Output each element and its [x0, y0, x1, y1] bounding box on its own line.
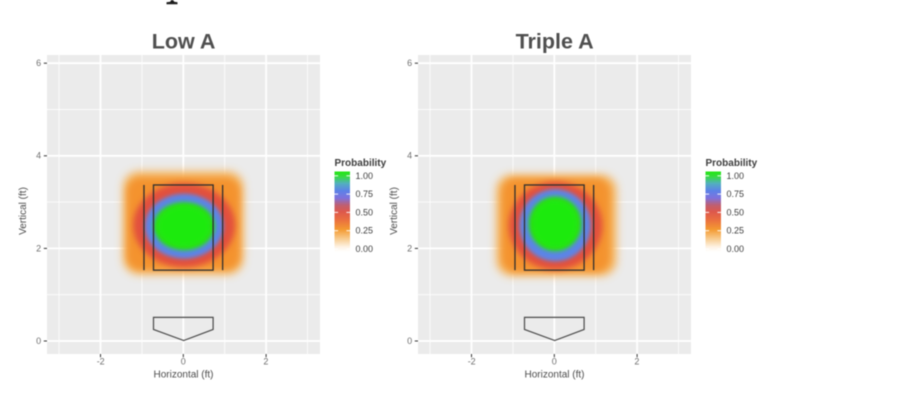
- plot-panel: [414, 55, 691, 358]
- y-axis-title: Vertical (ft): [18, 187, 29, 235]
- x-tick-label: 0: [181, 357, 186, 367]
- y-axis-title: Vertical (ft): [389, 187, 400, 235]
- x-axis-title: Horizontal (ft): [524, 370, 584, 381]
- legend-colorbar: [334, 171, 350, 252]
- chart-low-a: Low A 6 4 2 0 -2 0 2 Horizontal (ft) Ver…: [18, 29, 387, 381]
- axis-ticks: [43, 62, 267, 358]
- x-tick-label: -2: [97, 357, 105, 367]
- probability-heatmap: [496, 174, 617, 276]
- y-tick-label: 0: [407, 336, 412, 346]
- home-plate: [152, 316, 214, 342]
- home-plate: [523, 316, 585, 342]
- x-tick-label: 2: [634, 357, 639, 367]
- legend-ticks: [334, 175, 350, 250]
- y-tick-label: 4: [407, 151, 412, 161]
- legend-label: 1.00: [727, 171, 745, 181]
- probability-band: [533, 200, 578, 248]
- legend-label: 0.75: [727, 189, 745, 199]
- legend-title: Probability: [706, 158, 758, 169]
- y-tick-label: 0: [36, 336, 41, 346]
- legend-label: 0.50: [356, 207, 374, 217]
- legend-label: 0.00: [356, 244, 374, 254]
- legend-ticks: [705, 175, 721, 250]
- strike-zone-rect: [523, 184, 585, 271]
- plot-panel: [43, 55, 320, 358]
- legend-label: 0.75: [356, 189, 374, 199]
- x-tick-label: 2: [263, 357, 268, 367]
- legend-label: 0.50: [727, 207, 745, 217]
- probability-band: [158, 206, 210, 247]
- cropped-text-fragment: [166, 0, 178, 5]
- axis-ticks: [414, 62, 638, 358]
- legend-label: 0.25: [727, 226, 745, 236]
- chart-triple-a: Triple A 6 4 2 0 -2 0 2 Horizontal (ft) …: [389, 29, 758, 381]
- strike-zone: [514, 184, 595, 271]
- legend-title: Probability: [335, 158, 387, 169]
- probability-heatmap: [123, 171, 244, 275]
- y-tick-label: 2: [36, 243, 41, 253]
- y-tick-label: 6: [36, 58, 41, 68]
- legend-colorbar: [705, 171, 721, 252]
- grid: [418, 55, 691, 354]
- legend-label: 0.25: [356, 226, 374, 236]
- panel-title: Low A: [152, 29, 216, 53]
- y-tick-label: 6: [407, 58, 412, 68]
- x-axis-title: Horizontal (ft): [153, 370, 213, 381]
- legend: Probability 1.00 0.75 0.50 0.25 0.00: [334, 158, 387, 254]
- panel-title: Triple A: [516, 29, 594, 53]
- x-tick-label: -2: [468, 357, 476, 367]
- legend: Probability 1.00 0.75 0.50 0.25 0.00: [705, 158, 758, 254]
- strike-zone-rect: [152, 184, 214, 271]
- strike-zone: [143, 184, 224, 271]
- y-tick-label: 4: [36, 151, 41, 161]
- y-tick-label: 2: [407, 243, 412, 253]
- legend-label: 0.00: [727, 244, 745, 254]
- legend-label: 1.00: [356, 171, 374, 181]
- x-tick-label: 0: [552, 357, 557, 367]
